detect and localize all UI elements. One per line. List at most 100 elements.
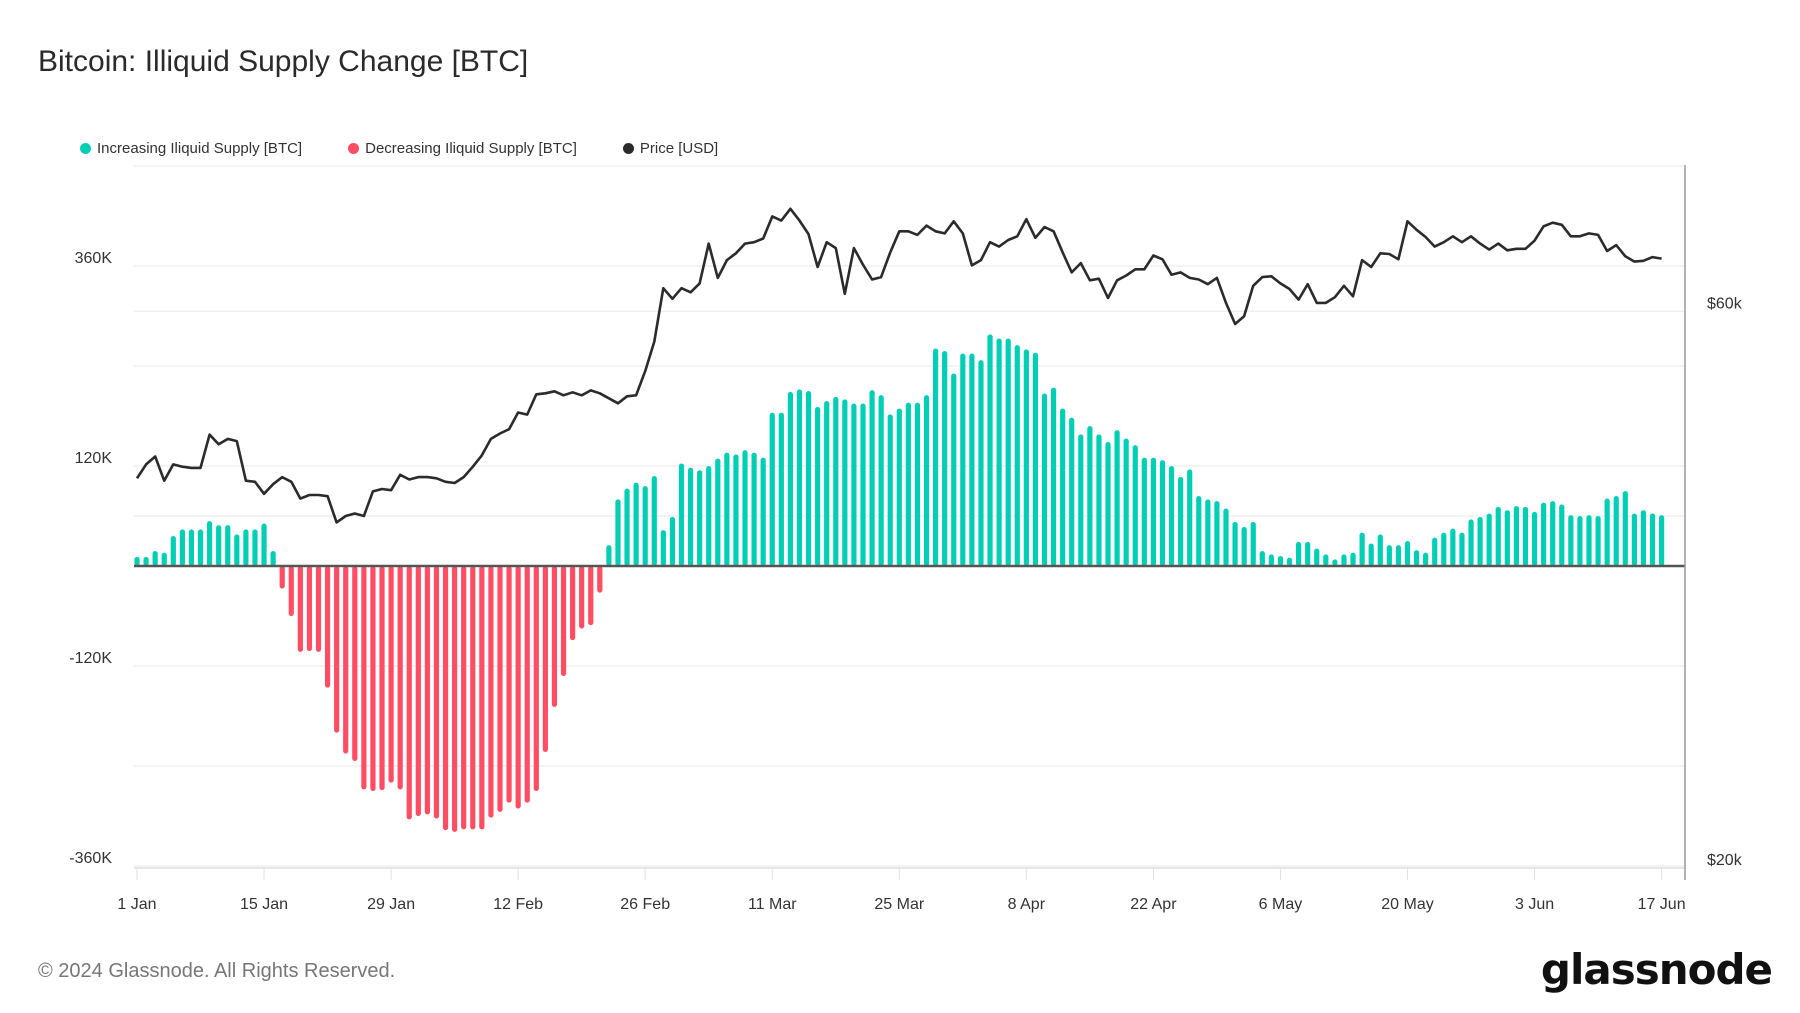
bar-increasing — [1259, 551, 1265, 566]
bar-increasing — [815, 406, 821, 566]
bar-increasing — [1395, 545, 1402, 566]
bar-increasing — [1223, 508, 1229, 566]
legend-item-increasing[interactable]: Increasing Iliquid Supply [BTC] — [80, 140, 302, 157]
bar-decreasing — [334, 566, 340, 733]
bar-increasing — [1141, 457, 1147, 566]
bar-increasing — [914, 402, 921, 566]
legend-item-price[interactable]: Price [USD] — [622, 140, 719, 157]
bar-increasing — [697, 470, 703, 566]
x-axis-tick-label: 11 Mar — [748, 896, 797, 913]
bar-increasing — [1604, 498, 1610, 566]
bar-increasing — [1032, 352, 1039, 566]
bar-increasing — [143, 556, 149, 566]
bar-increasing — [860, 403, 866, 566]
x-axis-tick-label: 29 Jan — [367, 896, 415, 913]
bar-increasing — [1332, 559, 1338, 566]
right-axis-tick-label: $20k — [1707, 852, 1743, 869]
bar-increasing — [1168, 466, 1175, 566]
bar-increasing — [978, 360, 984, 566]
bar-increasing — [1386, 545, 1392, 566]
bar-increasing — [197, 529, 204, 566]
bar-decreasing — [579, 566, 585, 629]
bar-increasing — [633, 482, 639, 566]
bar-increasing — [724, 452, 730, 566]
bar-increasing — [1069, 417, 1075, 566]
bar-increasing — [942, 351, 948, 566]
bar-increasing — [778, 412, 784, 566]
legend-item-decreasing[interactable]: Decreasing Iliquid Supply [BTC] — [348, 140, 577, 157]
left-axis-tick-label: -360K — [69, 850, 112, 867]
bar-increasing — [624, 488, 630, 566]
bar-increasing — [1268, 554, 1274, 566]
legend-dot-price-icon — [622, 143, 634, 154]
bar-decreasing — [433, 566, 440, 819]
bar-increasing — [1277, 556, 1284, 566]
bar-increasing — [1159, 460, 1166, 566]
bar-increasing — [1586, 515, 1592, 566]
bar-decreasing — [533, 566, 539, 791]
bar-increasing — [1513, 506, 1519, 566]
bar-decreasing — [488, 566, 494, 818]
bar-decreasing — [279, 566, 285, 589]
bar-increasing — [833, 396, 839, 566]
bar-decreasing — [524, 566, 530, 803]
bar-increasing — [869, 390, 875, 566]
bar-increasing — [261, 523, 267, 566]
bar-increasing — [651, 476, 657, 566]
bar-increasing — [1441, 532, 1447, 566]
bar-increasing — [969, 353, 975, 566]
left-axis-tick-label: 120K — [75, 450, 113, 467]
bar-decreasing — [588, 566, 594, 626]
legend-label-increasing: Increasing Iliquid Supply [BTC] — [97, 140, 303, 157]
bar-increasing — [887, 414, 893, 566]
bar-decreasing — [597, 566, 603, 593]
x-axis-tick-label: 8 Apr — [1008, 896, 1046, 913]
bar-increasing — [678, 463, 685, 566]
bar-decreasing — [551, 566, 558, 707]
bar-decreasing — [288, 566, 294, 616]
bar-increasing — [1123, 438, 1129, 566]
bar-increasing — [1241, 526, 1247, 566]
bar-increasing — [796, 389, 803, 566]
left-axis-tick-label: 360K — [75, 250, 113, 267]
x-axis-tick-label: 1 Jan — [117, 896, 156, 913]
bar-increasing — [188, 529, 195, 566]
bar-increasing — [152, 551, 158, 566]
bar-increasing — [1423, 552, 1429, 566]
bar-increasing — [1631, 513, 1637, 566]
bar-decreasing — [361, 566, 367, 790]
bar-increasing — [1504, 510, 1510, 566]
bar-increasing — [1178, 476, 1184, 566]
bar-increasing — [134, 556, 140, 566]
x-axis-tick-label: 15 Jan — [240, 896, 288, 913]
price-line — [135, 207, 1662, 524]
bar-increasing — [1314, 548, 1320, 566]
bar-increasing — [687, 467, 694, 566]
legend-label-decreasing: Decreasing Iliquid Supply [BTC] — [365, 140, 577, 157]
bar-increasing — [207, 521, 213, 566]
bar-increasing — [960, 353, 966, 566]
bar-increasing — [1459, 532, 1465, 566]
legend-label-price: Price [USD] — [639, 140, 719, 157]
bar-increasing — [642, 486, 648, 566]
x-axis-tick-label: 17 Jun — [1638, 896, 1686, 913]
bars — [134, 334, 1665, 832]
bar-increasing — [1450, 528, 1456, 566]
bar-increasing — [606, 545, 612, 566]
bar-increasing — [1559, 504, 1565, 566]
bar-decreasing — [452, 566, 458, 832]
bar-increasing — [1050, 387, 1057, 566]
bar-increasing — [751, 452, 757, 566]
bar-decreasing — [560, 566, 567, 676]
bar-increasing — [1350, 552, 1356, 566]
bar-increasing — [951, 373, 957, 566]
chart-title: Bitcoin: Illiquid Supply Change [BTC] — [38, 45, 529, 78]
bar-increasing — [1023, 349, 1029, 566]
bar-increasing — [1486, 513, 1492, 566]
bar-increasing — [1522, 506, 1529, 566]
bar-increasing — [669, 516, 676, 566]
bar-increasing — [1577, 516, 1583, 566]
bar-increasing — [987, 334, 993, 566]
bar-increasing — [216, 525, 222, 566]
x-axis-tick-label: 25 Mar — [874, 896, 924, 913]
